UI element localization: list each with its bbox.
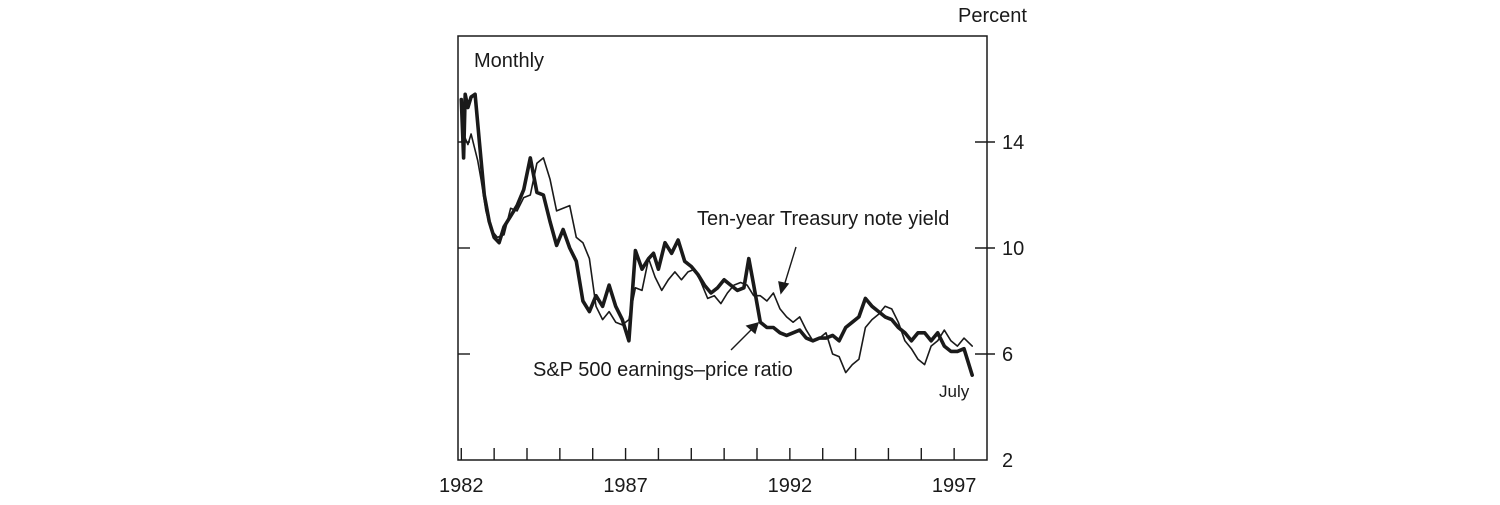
y-tick-label: 2 xyxy=(1002,450,1013,472)
sp500-earnings-price-line xyxy=(459,92,974,377)
unit-label: Percent xyxy=(958,5,1027,27)
treasury-series-label: Ten-year Treasury note yield xyxy=(697,208,949,230)
x-tick-label: 1987 xyxy=(603,475,648,497)
sp500-callout-arrow xyxy=(730,321,760,351)
treasury-yield-line xyxy=(460,133,973,374)
plot-frame xyxy=(457,35,988,461)
x-tick-label: 1997 xyxy=(932,475,977,497)
x-tick-label: 1992 xyxy=(768,475,813,497)
end-date-label: July xyxy=(939,382,970,401)
y-tick-label: 6 xyxy=(1002,344,1013,366)
axis-ticks: 2 6 10 14 1982 1987 1992 1997 xyxy=(439,132,1024,497)
y-tick-label: 10 xyxy=(1002,238,1024,260)
x-tick-label: 1982 xyxy=(439,475,484,497)
y-tick-label: 14 xyxy=(1002,132,1024,154)
treasury-callout-arrow xyxy=(778,246,797,295)
series-layer xyxy=(459,92,974,377)
sp500-series-label: S&P 500 earnings–price ratio xyxy=(533,359,793,381)
frequency-label: Monthly xyxy=(474,50,544,72)
